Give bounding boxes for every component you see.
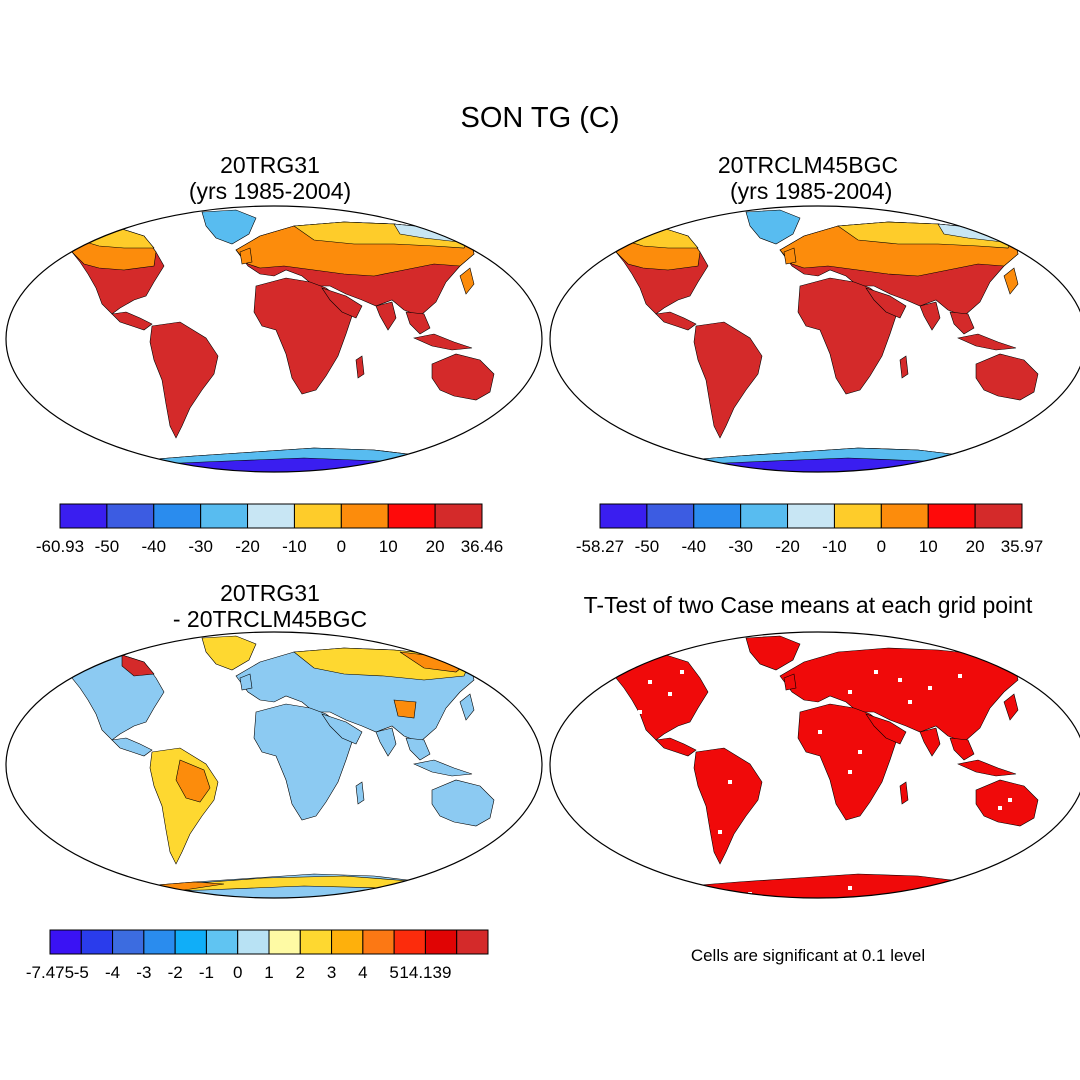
colorbar-box bbox=[974, 503, 1023, 529]
panel-2-title: 20TRCLM45BGC (yrs 1985-2004) bbox=[598, 152, 1018, 204]
colorbar-tick-label: 10 bbox=[919, 537, 938, 556]
panel-1-title: 20TRG31 (yrs 1985-2004) bbox=[60, 152, 480, 204]
colorbar-tick-label: 3 bbox=[327, 963, 336, 982]
colorbar-tick-label: -58.27 bbox=[576, 537, 624, 556]
colorbar-box bbox=[646, 503, 695, 529]
colorbar-box bbox=[80, 929, 114, 955]
colorbar-box bbox=[880, 503, 929, 529]
colorbar-tick-label: 20 bbox=[426, 537, 445, 556]
colorbar-tick-label: -50 bbox=[95, 537, 120, 556]
map-ttest bbox=[549, 631, 1080, 899]
colorbar-1-boxes bbox=[59, 503, 483, 529]
map-3-land bbox=[71, 635, 523, 898]
colorbar-tick-label: -30 bbox=[728, 537, 753, 556]
colorbar-tick-label: -30 bbox=[188, 537, 213, 556]
colorbar-tick-label: 35.97 bbox=[1001, 537, 1044, 556]
colorbar-tick-label: 0 bbox=[233, 963, 242, 982]
colorbar-tick-label: -1 bbox=[199, 963, 214, 982]
colorbar-2-boxes bbox=[599, 503, 1023, 529]
colorbar-box bbox=[49, 929, 82, 955]
panel-3-title-line1: 20TRG31 bbox=[220, 580, 320, 606]
colorbar-box bbox=[200, 503, 249, 529]
colorbar-tick-label: -5 bbox=[74, 963, 89, 982]
colorbar-box bbox=[387, 503, 436, 529]
colorbar-tick-label: -20 bbox=[775, 537, 800, 556]
map-1-frame bbox=[5, 205, 543, 473]
map-4-land bbox=[615, 635, 1067, 898]
colorbar-box bbox=[456, 929, 489, 955]
colorbar-box bbox=[106, 503, 155, 529]
panel-3-title-line2: - 20TRCLM45BGC bbox=[172, 606, 368, 632]
colorbar-box bbox=[599, 503, 648, 529]
colorbar-tick-label: -40 bbox=[681, 537, 706, 556]
colorbar-tick-label: 14.139 bbox=[399, 963, 451, 982]
panel-1-title-line1: 20TRG31 bbox=[220, 152, 320, 178]
colorbar-box bbox=[299, 929, 333, 955]
colorbar-tick-label: -3 bbox=[136, 963, 151, 982]
colorbar-3-labels: -7.475 -5 -4 -3 -2 -1 0 1 2 3 4 5 14.139 bbox=[26, 963, 452, 982]
panel-4-title: T-Test of two Case means at each grid po… bbox=[583, 592, 1033, 618]
colorbar-tick-label: -4 bbox=[105, 963, 120, 982]
colorbar-box bbox=[293, 503, 342, 529]
colorbar-box bbox=[340, 503, 389, 529]
colorbar-box bbox=[693, 503, 742, 529]
colorbar-2: -58.27 -50 -40 -30 -20 -10 0 10 20 35.97 bbox=[576, 503, 1043, 556]
colorbar-box bbox=[424, 929, 458, 955]
map-20trg31 bbox=[5, 205, 543, 473]
colorbar-tick-label: -60.93 bbox=[36, 537, 84, 556]
colorbar-box bbox=[331, 929, 364, 955]
colorbar-tick-label: -10 bbox=[822, 537, 847, 556]
colorbar-box bbox=[205, 929, 239, 955]
colorbar-2-labels: -58.27 -50 -40 -30 -20 -10 0 10 20 35.97 bbox=[576, 537, 1043, 556]
colorbar-box bbox=[927, 503, 976, 529]
colorbar-tick-label: -20 bbox=[235, 537, 260, 556]
colorbar-1-labels: -60.93 -50 -40 -30 -20 -10 0 10 20 36.46 bbox=[36, 537, 503, 556]
colorbar-tick-label: -2 bbox=[168, 963, 183, 982]
map-20trclm45bgc bbox=[549, 205, 1080, 473]
colorbar-tick-label: -50 bbox=[635, 537, 660, 556]
colorbar-box bbox=[247, 503, 295, 529]
colorbar-box bbox=[112, 929, 145, 955]
map-1-land bbox=[71, 209, 523, 472]
colorbar-tick-label: 36.46 bbox=[461, 537, 504, 556]
colorbar-box bbox=[434, 503, 483, 529]
map-2-frame bbox=[549, 205, 1080, 473]
colorbar-tick-label: -7.475 bbox=[26, 963, 74, 982]
colorbar-box bbox=[59, 503, 108, 529]
map-difference bbox=[5, 631, 543, 899]
colorbar-box bbox=[740, 503, 789, 529]
colorbar-tick-label: 5 bbox=[389, 963, 398, 982]
map-2-land bbox=[615, 209, 1067, 472]
map-4-frame bbox=[549, 631, 1080, 899]
colorbar-tick-label: -40 bbox=[141, 537, 166, 556]
panel-2-title-line1: 20TRCLM45BGC bbox=[717, 152, 899, 178]
colorbar-tick-label: 0 bbox=[877, 537, 886, 556]
colorbar-box bbox=[174, 929, 207, 955]
colorbar-box bbox=[787, 503, 835, 529]
colorbar-box bbox=[268, 929, 301, 955]
colorbar-tick-label: 20 bbox=[966, 537, 985, 556]
colorbar-tick-label: 10 bbox=[379, 537, 398, 556]
colorbar-box bbox=[393, 929, 426, 955]
colorbar-box bbox=[153, 503, 202, 529]
colorbar-box bbox=[362, 929, 395, 955]
colorbar-box bbox=[143, 929, 176, 955]
colorbar-tick-label: 2 bbox=[296, 963, 305, 982]
colorbar-tick-label: 1 bbox=[264, 963, 273, 982]
map-3-frame bbox=[5, 631, 543, 899]
colorbar-box bbox=[237, 929, 270, 955]
colorbar-tick-label: 0 bbox=[337, 537, 346, 556]
colorbar-tick-label: 4 bbox=[358, 963, 367, 982]
significance-note: Cells are significant at 0.1 level bbox=[690, 946, 926, 965]
colorbar-3-boxes bbox=[49, 929, 489, 955]
main-title: SON TG (C) bbox=[460, 102, 620, 134]
colorbar-3: -7.475 -5 -4 -3 -2 -1 0 1 2 3 4 5 14.139 bbox=[26, 929, 489, 982]
colorbar-tick-label: -10 bbox=[282, 537, 307, 556]
panel-3-title: 20TRG31 - 20TRCLM45BGC bbox=[60, 580, 480, 632]
colorbar-1: -60.93 -50 -40 -30 -20 -10 0 10 20 36.46 bbox=[36, 503, 503, 556]
panel-2-title-line2: (yrs 1985-2004) bbox=[723, 178, 893, 204]
panel-1-title-line2: (yrs 1985-2004) bbox=[188, 178, 352, 204]
colorbar-box bbox=[833, 503, 882, 529]
